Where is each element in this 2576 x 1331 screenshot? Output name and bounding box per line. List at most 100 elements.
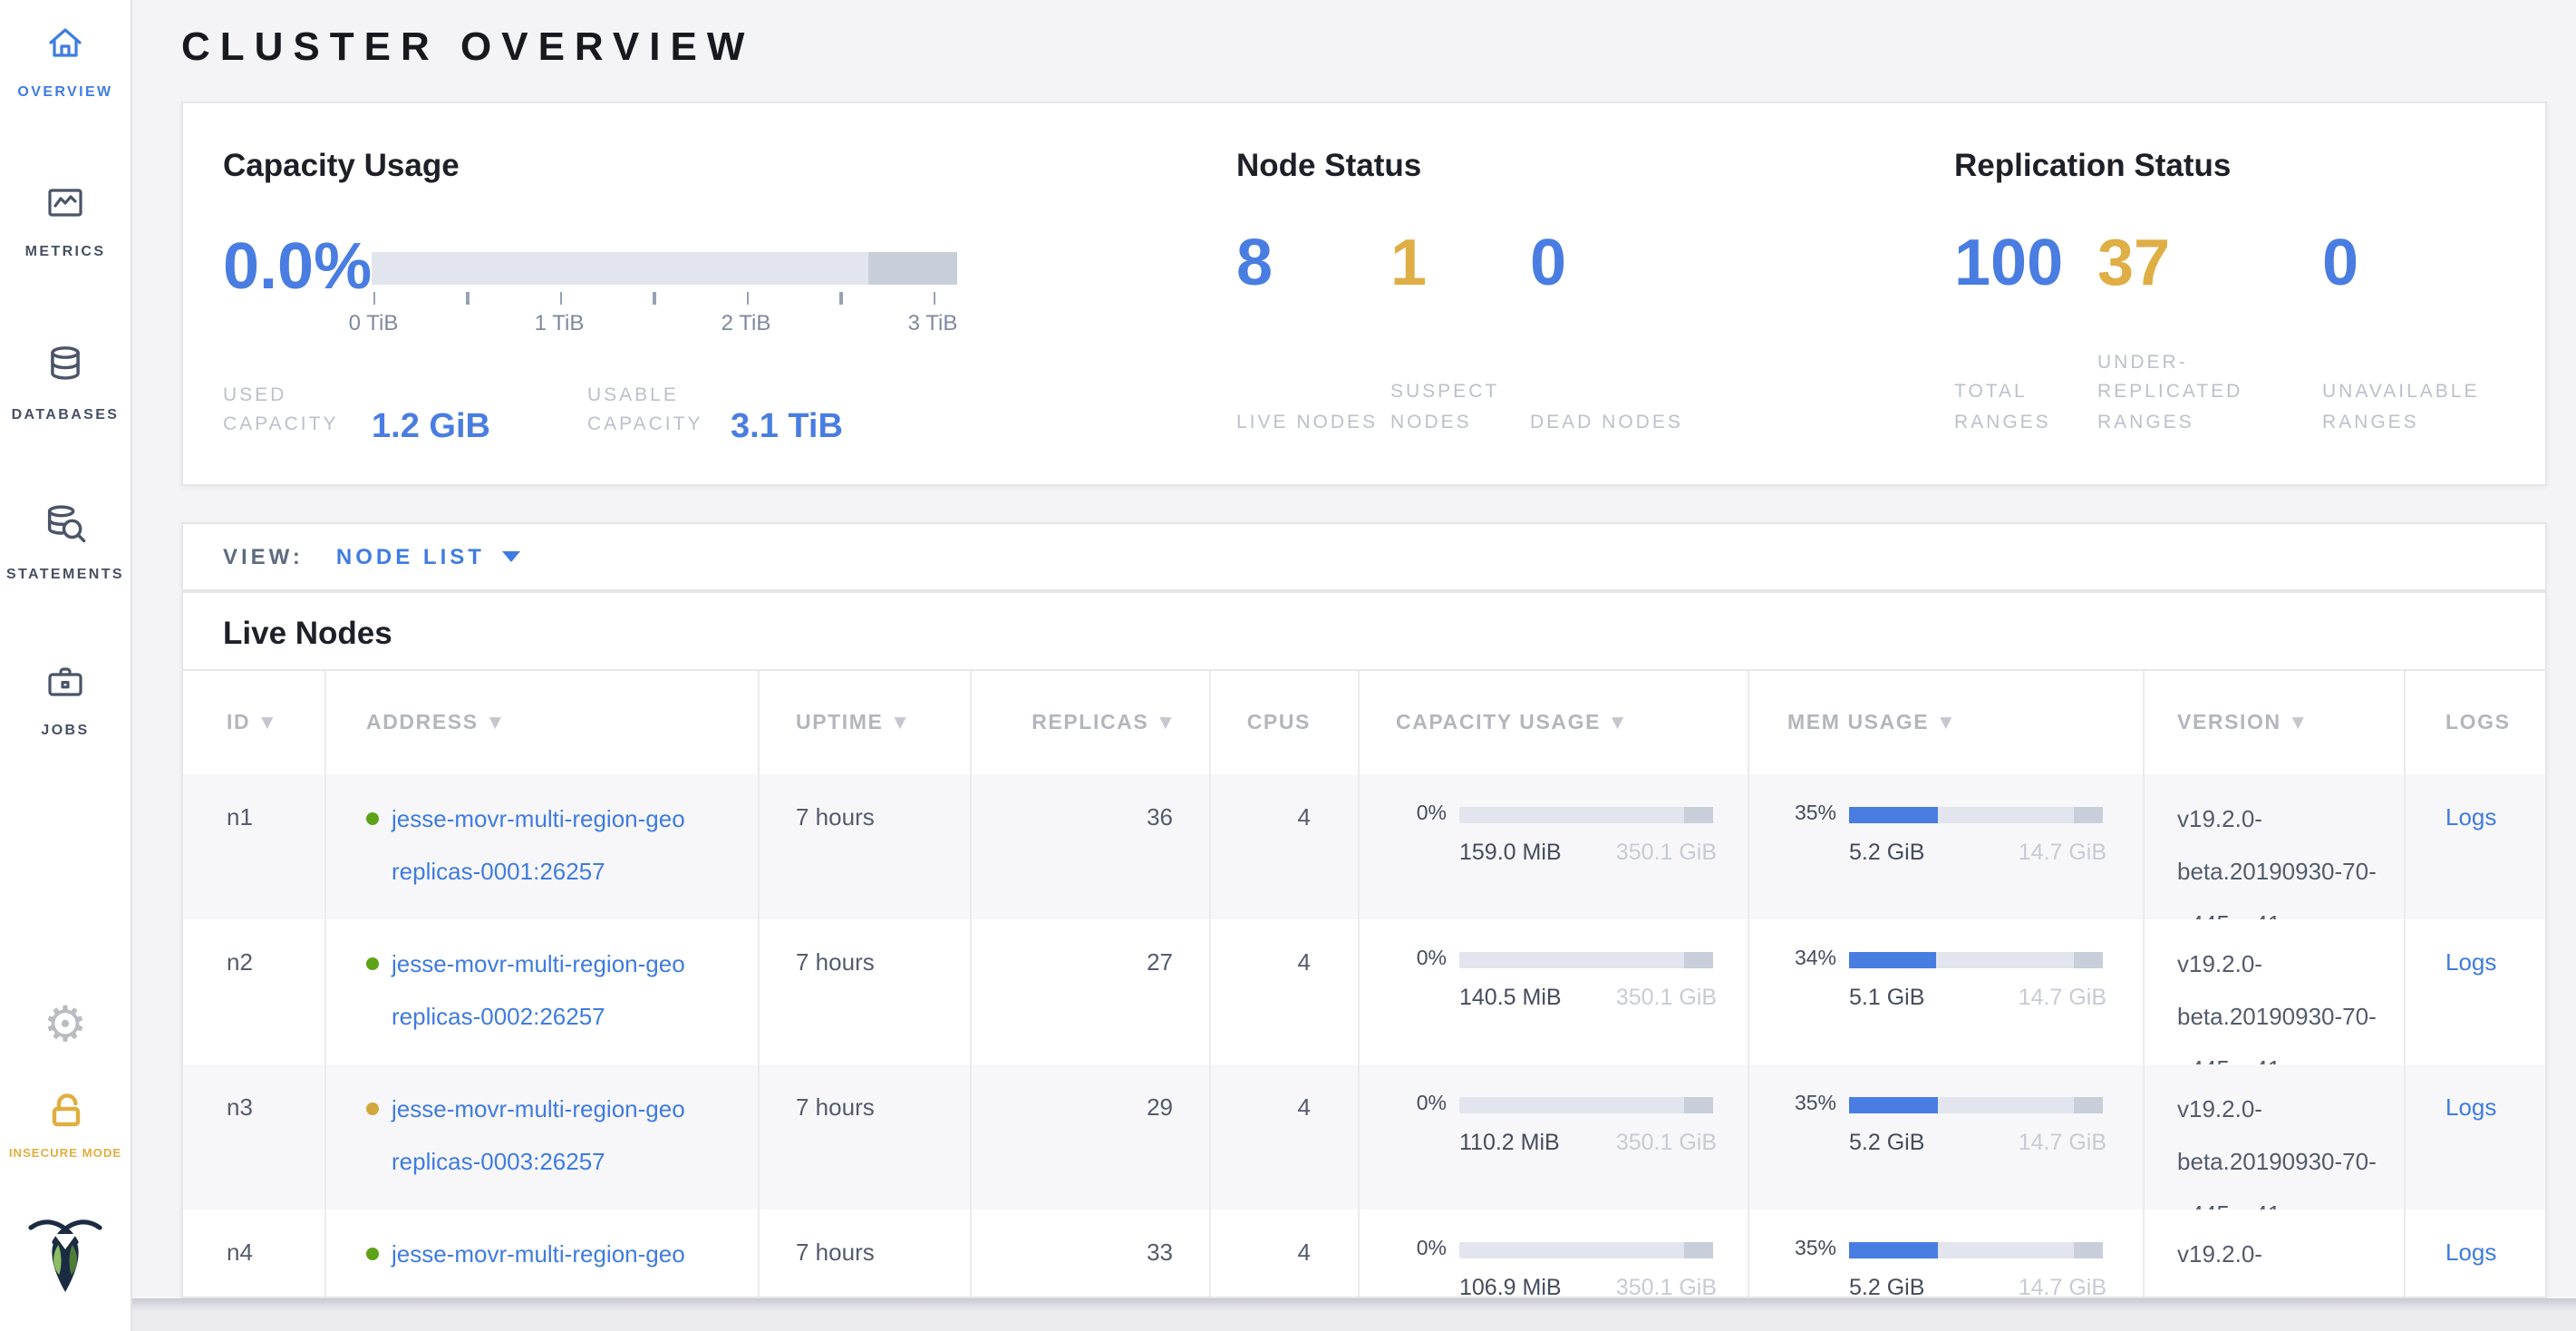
- column-header[interactable]: ID: [183, 671, 324, 774]
- sidebar-item-overview[interactable]: OVERVIEW: [0, 22, 131, 100]
- view-dropdown-value: NODE LIST: [335, 544, 485, 569]
- node-id-cell: n1: [227, 803, 253, 831]
- capacity-bar: [1459, 806, 1713, 822]
- column-header[interactable]: REPLICAS: [970, 671, 1209, 774]
- column-header[interactable]: ADDRESS: [324, 671, 758, 774]
- capacity-total-value: 350.1 GiB: [1615, 1130, 1717, 1155]
- used-capacity-label: USED CAPACITY: [223, 384, 339, 435]
- sidebar-item-statements[interactable]: STATEMENTS: [0, 500, 131, 582]
- sort-arrow-icon: [1940, 714, 1953, 732]
- capacity-used-value: 159.0 MiB: [1459, 840, 1562, 865]
- replication-status-stat: 100 TOTAL RANGES: [1954, 103, 2088, 484]
- logs-link[interactable]: Logs: [2445, 1239, 2497, 1266]
- capacity-used-value: 110.2 MiB: [1459, 1130, 1560, 1155]
- logs-link[interactable]: Logs: [2445, 1093, 2497, 1121]
- column-header[interactable]: LOGS: [2404, 671, 2545, 774]
- settings-button[interactable]: ⚙: [0, 1001, 131, 1050]
- capacity-usage-cell: 0% 106.9 MiB 350.1 GiB: [1358, 1210, 1748, 1297]
- page-title: CLUSTER OVERVIEW: [181, 24, 755, 69]
- sidebar-item-jobs[interactable]: JOBS: [0, 660, 131, 738]
- stat-value: 0: [2322, 225, 2359, 299]
- home-icon: [0, 22, 131, 74]
- table-row: n1 jesse-movr-multi-region-geo replicas-…: [183, 774, 2545, 919]
- address-line: replicas-0003:26257: [392, 1148, 605, 1175]
- sort-arrow-icon: [895, 714, 908, 732]
- cockroachdb-logo[interactable]: [0, 1211, 131, 1311]
- column-header-label: UPTIME: [796, 712, 884, 734]
- capacity-total-value: 350.1 GiB: [1615, 840, 1717, 865]
- viewport-bottom-strip: [132, 1298, 2576, 1331]
- view-dropdown[interactable]: NODE LIST: [336, 544, 521, 569]
- capacity-percent-label: 0%: [1416, 948, 1447, 970]
- table-row: n4 jesse-movr-multi-region-geo replicas-…: [183, 1210, 2545, 1298]
- usable-capacity-label: USABLE CAPACITY: [587, 384, 703, 435]
- cpus-cell: 4: [1209, 919, 1358, 1064]
- mem-used-value: 5.2 GiB: [1849, 1130, 1925, 1155]
- node-health-dot: [366, 812, 379, 825]
- capacity-percent-label: 0%: [1416, 1239, 1447, 1260]
- capacity-axis-ticks: [372, 292, 957, 306]
- version-cell: v19.2.0-beta.20190930-70-g445ec41: [2143, 919, 2404, 1064]
- replication-status-title: Replication Status: [1954, 147, 2232, 183]
- cpus-cell: 4: [1209, 1064, 1358, 1210]
- sort-arrow-icon: [2292, 714, 2306, 732]
- sort-arrow-icon: [261, 714, 275, 732]
- node-status-title: Node Status: [1236, 147, 1422, 183]
- column-header[interactable]: UPTIME: [758, 671, 970, 774]
- capacity-bar-reserved: [1684, 1096, 1713, 1112]
- node-address-cell: jesse-movr-multi-region-geo replicas-000…: [324, 1210, 758, 1297]
- node-address-link[interactable]: jesse-movr-multi-region-geo replicas-000…: [392, 1228, 685, 1297]
- usable-capacity-value: 3.1 TiB: [731, 408, 843, 446]
- column-header-label: MEM USAGE: [1787, 712, 1930, 734]
- node-address-link[interactable]: jesse-movr-multi-region-geo replicas-000…: [392, 792, 685, 898]
- sort-arrow-icon: [1159, 714, 1173, 732]
- capacity-gauge-reserved-segment: [868, 252, 957, 285]
- address-line: jesse-movr-multi-region-geo: [392, 1240, 685, 1268]
- mem-bar: [1849, 806, 2103, 822]
- insecure-mode-indicator[interactable]: INSECURE MODE: [0, 1088, 131, 1161]
- mem-total-value: 14.7 GiB: [2018, 985, 2106, 1010]
- mem-used-value: 5.2 GiB: [1849, 1275, 1925, 1298]
- sidebar-item-label: OVERVIEW: [17, 83, 113, 100]
- version-cell: v19.2.0-beta.20190930-70-g445ec41: [2143, 1210, 2404, 1297]
- mem-bar-reserved: [2074, 1096, 2103, 1112]
- logs-link[interactable]: Logs: [2445, 948, 2497, 976]
- sidebar-item-label: JOBS: [41, 722, 90, 738]
- mem-bar-fill: [1849, 1241, 1938, 1258]
- view-selector-bar: VIEW: NODE LIST: [181, 522, 2547, 591]
- stat-value: 8: [1236, 225, 1273, 299]
- table-body: n1 jesse-movr-multi-region-geo replicas-…: [183, 774, 2545, 1298]
- mem-used-value: 5.2 GiB: [1849, 840, 1925, 865]
- version-cell: v19.2.0-beta.20190930-70-g445ec41: [2143, 1064, 2404, 1210]
- sidebar-item-label: STATEMENTS: [5, 566, 125, 582]
- column-header[interactable]: MEM USAGE: [1748, 671, 2143, 774]
- uptime-cell: 7 hours: [758, 1064, 970, 1210]
- capacity-gauge-bar: [372, 252, 957, 285]
- logs-link[interactable]: Logs: [2445, 803, 2497, 831]
- sidebar-item-metrics[interactable]: METRICS: [0, 181, 131, 259]
- mem-usage-cell: 35% 5.2 GiB 14.7 GiB: [1748, 1210, 2143, 1298]
- column-header[interactable]: CAPACITY USAGE: [1358, 671, 1748, 774]
- logs-cell: Logs: [2404, 1064, 2545, 1210]
- uptime-cell: 7 hours: [758, 919, 970, 1064]
- capacity-usage-cell: 0% 110.2 MiB 350.1 GiB: [1358, 1064, 1748, 1210]
- node-address-link[interactable]: jesse-movr-multi-region-geo replicas-000…: [392, 1083, 685, 1188]
- live-nodes-card: Live Nodes ID ADDRESS UPTIME: [181, 591, 2547, 1298]
- node-status-section: Node Status 8 LIVE NODES 1 SUSPECT NODES…: [1236, 103, 1835, 484]
- cockroach-icon: [28, 1219, 102, 1292]
- replicas-cell: 36: [970, 774, 1209, 919]
- column-header-label: REPLICAS: [1031, 712, 1149, 734]
- capacity-usage-section: Capacity Usage 0.0% 0 TiB 1 TiB 2 TiB 3 …: [223, 103, 1202, 484]
- column-header[interactable]: VERSION: [2143, 671, 2404, 774]
- metrics-icon: [0, 181, 131, 234]
- column-header[interactable]: CPUS: [1209, 671, 1358, 774]
- capacity-percent-label: 0%: [1416, 803, 1447, 825]
- logs-cell: Logs: [2404, 1210, 2545, 1297]
- sidebar-item-databases[interactable]: DATABASES: [0, 341, 131, 423]
- capacity-bar: [1459, 951, 1713, 967]
- node-address-link[interactable]: jesse-movr-multi-region-geo replicas-000…: [392, 938, 685, 1043]
- capacity-used-value: 140.5 MiB: [1459, 985, 1562, 1010]
- mem-bar-fill: [1849, 806, 1938, 822]
- node-status-stat: 1 SUSPECT NODES: [1390, 103, 1525, 484]
